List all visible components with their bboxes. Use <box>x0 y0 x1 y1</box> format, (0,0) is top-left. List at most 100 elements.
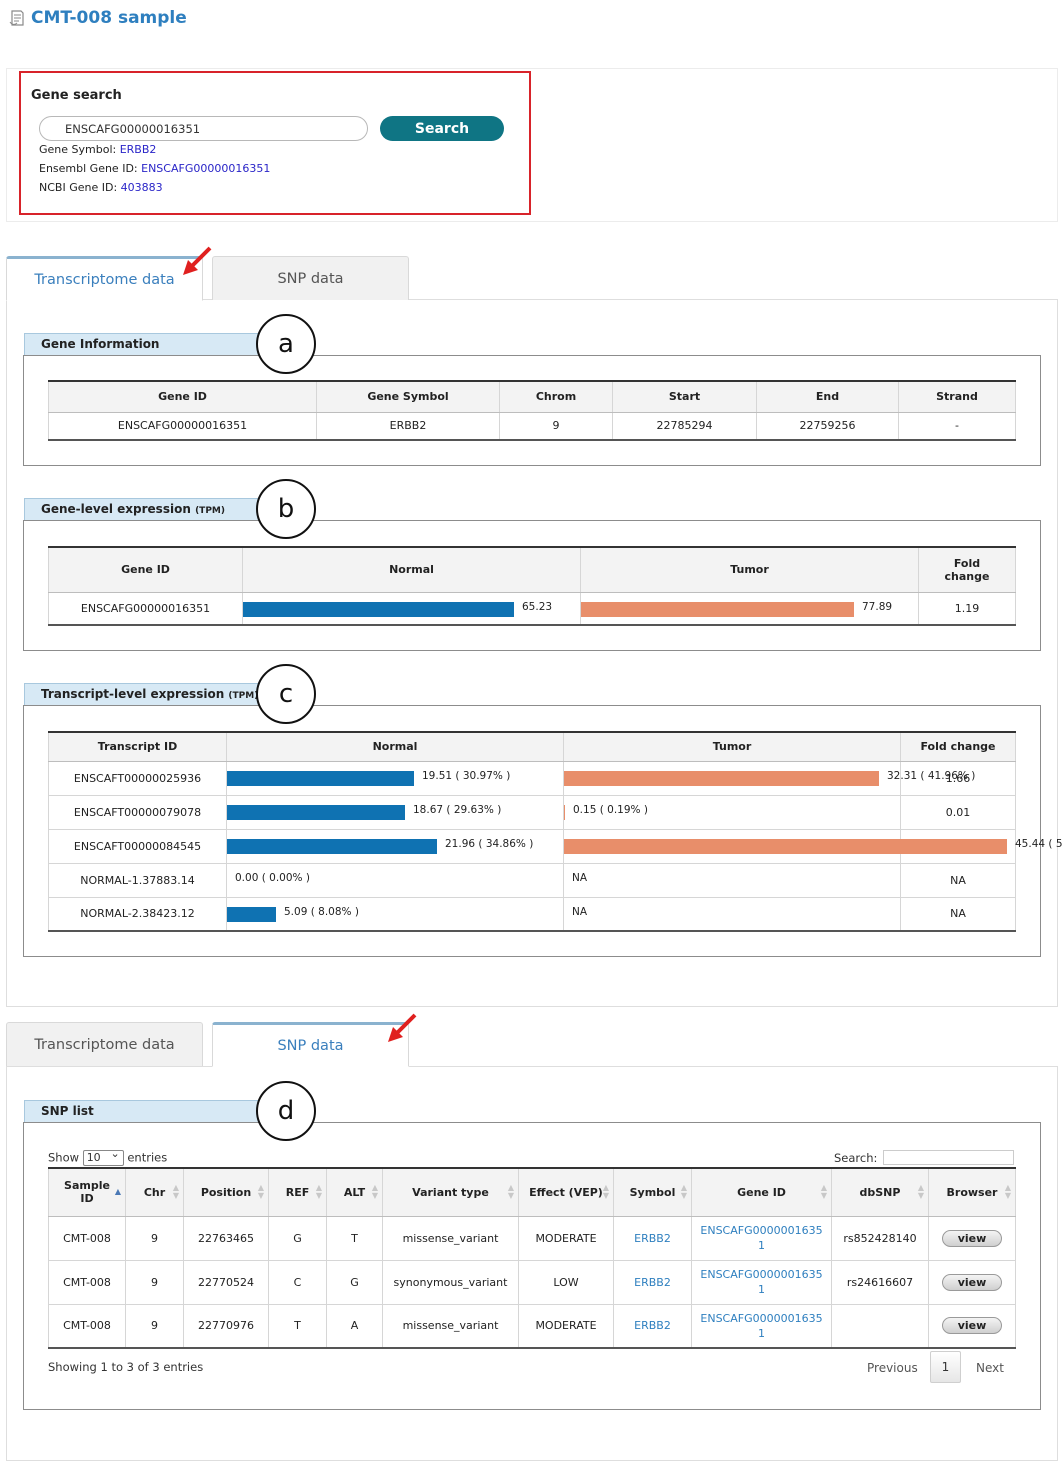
normal-bar <box>227 838 437 854</box>
column-header-sortable[interactable]: Gene ID ▲ ▼ <box>691 1167 832 1217</box>
marker-a: a <box>256 314 316 374</box>
bar-cell: 0.00 ( 0.00% ) <box>226 862 564 898</box>
column-header-sortable[interactable]: Symbol ▲ ▼ <box>613 1167 692 1217</box>
view-button[interactable]: view <box>942 1229 1002 1247</box>
column-header: Chrom <box>499 380 613 413</box>
sort-arrows-icon: ▲ ▼ <box>507 1183 514 1201</box>
symbol-link[interactable]: ERBB2 <box>634 1275 671 1289</box>
ensembl-id-line: Ensembl Gene ID: ENSCAFG00000016351 <box>39 162 271 175</box>
tumor-bar <box>564 804 565 820</box>
bar-value: 65.23 <box>522 600 553 613</box>
table-cell: 22770976 <box>183 1303 269 1349</box>
sort-arrows-icon: ▲ ▼ <box>680 1183 687 1201</box>
pagination-previous[interactable]: Previous <box>867 1361 918 1375</box>
sort-arrows-icon: ▲ ▼ <box>172 1183 179 1201</box>
table-cell: MODERATE <box>518 1215 614 1261</box>
gene-id-link[interactable]: ENSCAFG0000001635 1 <box>700 1311 823 1340</box>
page-title: CMT-008 sample <box>8 8 187 28</box>
column-header: End <box>756 380 899 413</box>
column-header-sortable[interactable]: dbSNP ▲ ▼ <box>831 1167 929 1217</box>
view-button[interactable]: view <box>942 1317 1002 1335</box>
gene-id-link[interactable]: ENSCAFG0000001635 1 <box>700 1268 823 1296</box>
document-icon <box>9 10 24 26</box>
table-cell: ENSCAFG00000016351 <box>48 411 317 441</box>
table-cell: view <box>928 1303 1016 1349</box>
tab-transcriptome-inactive[interactable]: Transcriptome data <box>6 1022 203 1066</box>
column-header-sortable[interactable]: Chr ▲ ▼ <box>125 1167 184 1217</box>
gene-search-input[interactable] <box>39 116 368 141</box>
bar-value: 32.31 ( 41.96% ) <box>887 769 976 782</box>
table-cell: G <box>268 1215 327 1261</box>
sort-arrows-icon: ▲ ▼ <box>602 1183 609 1201</box>
page-title-text: CMT-008 sample <box>31 8 187 28</box>
fold-change-cell: 0.01 <box>900 794 1016 830</box>
ensembl-id-link[interactable]: ENSCAFG00000016351 <box>141 162 271 175</box>
ncbi-id-line: NCBI Gene ID: 403883 <box>39 181 163 194</box>
table-cell: view <box>928 1259 1016 1305</box>
table-cell: ENSCAFG0000001635 1 <box>691 1259 832 1305</box>
sort-arrows-icon: ▲ ▼ <box>315 1183 322 1201</box>
page-length-select[interactable]: 10 <box>82 1147 124 1166</box>
column-header: Start <box>612 380 757 413</box>
gene-info-box <box>23 355 1041 466</box>
column-header-sortable[interactable]: Browser ▲ ▼ <box>928 1167 1016 1217</box>
table-cell: T <box>326 1215 383 1261</box>
table-row: ENSCAFT00000084545 21.96 ( 34.86% ) 45.44 … <box>48 828 1063 864</box>
tab-snp-inactive[interactable]: SNP data <box>212 256 409 300</box>
column-header-sortable[interactable]: Effect (VEP) ▲ ▼ <box>518 1167 614 1217</box>
normal-bar <box>227 804 405 820</box>
column-header-sortable[interactable]: REF ▲ ▼ <box>268 1167 327 1217</box>
table-row: ENSCAFT00000025936 19.51 ( 30.97% ) 32.31 … <box>48 760 1016 796</box>
column-header: Transcript ID <box>48 731 227 762</box>
bar-cell: 21.96 ( 34.86% ) <box>226 828 564 864</box>
search-button[interactable]: Search <box>380 116 504 141</box>
column-header-sortable[interactable]: ALT ▲ ▼ <box>326 1167 383 1217</box>
pagination-next[interactable]: Next <box>976 1361 1004 1375</box>
view-button[interactable]: view <box>942 1273 1002 1291</box>
table-cell: 22763465 <box>183 1215 269 1261</box>
normal-bar <box>243 601 514 617</box>
table-search-input[interactable] <box>883 1150 1015 1165</box>
bar-value: 5.09 ( 8.08% ) <box>284 905 359 918</box>
column-header: Gene Symbol <box>316 380 500 413</box>
table-cell: 9 <box>125 1259 184 1305</box>
bar-cell: 5.09 ( 8.08% ) <box>226 896 564 932</box>
red-arrow-icon <box>388 1013 417 1042</box>
tumor-bar <box>564 838 1007 854</box>
bar-value: NA <box>572 905 588 918</box>
pagination-page-1[interactable]: 1 <box>930 1351 961 1383</box>
transcript-id-cell: ENSCAFT00000084545 <box>48 828 227 864</box>
symbol-link[interactable]: ERBB2 <box>634 1319 671 1333</box>
snp-table: Sample ID ▲ Chr ▲ ▼ Position ▲ ▼ REF ▲ ▼ ALT ▲ ▼ Varia… <box>48 1167 1016 1349</box>
column-header-sortable[interactable]: Variant type ▲ ▼ <box>382 1167 519 1217</box>
gene-id-link[interactable]: ENSCAFG0000001635 1 <box>700 1224 823 1252</box>
table-cell: CMT-008 <box>48 1259 126 1305</box>
sort-arrows-icon: ▲ ▼ <box>820 1183 827 1201</box>
gene-symbol-link[interactable]: ERBB2 <box>119 143 157 156</box>
tab-snp-active[interactable]: SNP data <box>212 1022 409 1067</box>
table-cell: MODERATE <box>518 1303 614 1349</box>
gene-info-heading: Gene Information <box>24 333 262 355</box>
symbol-link[interactable]: ERBB2 <box>634 1231 671 1245</box>
snp-box <box>23 1122 1041 1410</box>
table-row: ENSCAFT00000079078 18.67 ( 29.63% ) 0.15 (… <box>48 794 1016 830</box>
tab-transcriptome-active[interactable]: Transcriptome data <box>6 256 203 301</box>
sort-arrows-icon: ▲ <box>114 1187 121 1197</box>
bar-cell: 32.31 ( 41.96% ) <box>563 760 975 796</box>
ncbi-id-link[interactable]: 403883 <box>120 181 163 194</box>
transcript-id-cell: ENSCAFT00000025936 <box>48 760 227 796</box>
normal-bar <box>227 770 414 786</box>
table-row: NORMAL-2.38423.12 5.09 ( 8.08% ) NA NA <box>48 896 1016 932</box>
table-cell: 9 <box>125 1215 184 1261</box>
sort-arrows-icon: ▲ ▼ <box>371 1183 378 1201</box>
column-header-sortable[interactable]: Position ▲ ▼ <box>183 1167 269 1217</box>
bar-cell: NA <box>563 896 901 932</box>
bar-cell: 77.89 <box>580 591 919 626</box>
transcript-id-cell: ENSCAFT00000079078 <box>48 794 227 830</box>
gene-expr-table: Gene ID Normal Tumor Fold change ENSCAFG000… <box>48 546 1016 626</box>
column-header-sortable[interactable]: Sample ID ▲ <box>48 1167 126 1217</box>
bar-cell: 0.15 ( 0.19% ) <box>563 794 901 830</box>
gene-expr-heading: Gene-level expression (TPM) <box>24 498 262 520</box>
